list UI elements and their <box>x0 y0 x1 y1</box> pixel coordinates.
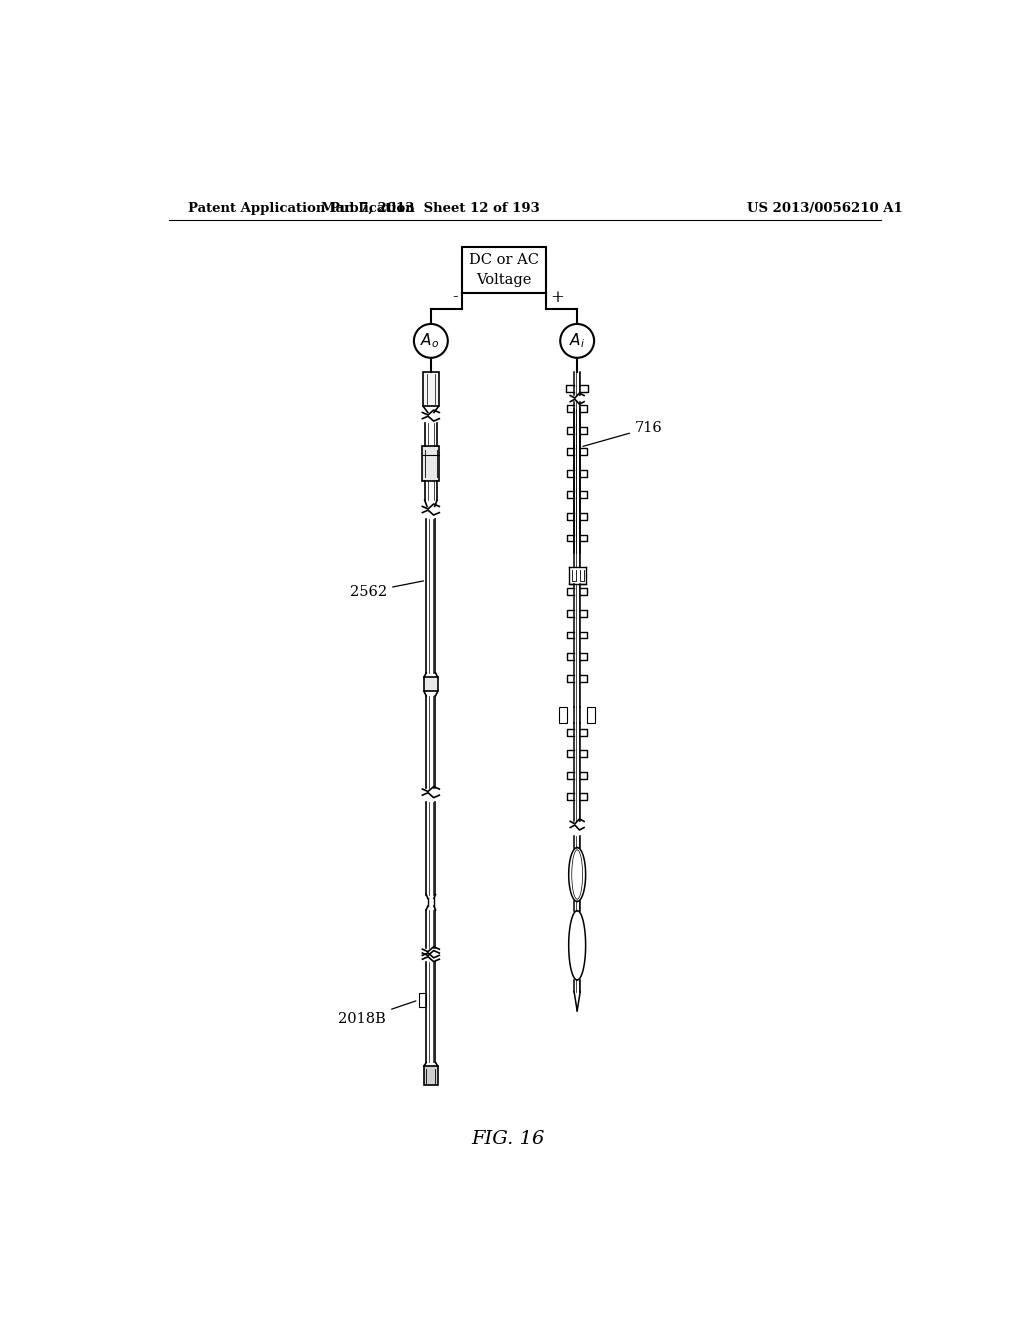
Text: FIG. 16: FIG. 16 <box>471 1130 545 1148</box>
Text: $A_i$: $A_i$ <box>569 331 586 350</box>
Bar <box>587 708 595 723</box>
Text: 716: 716 <box>583 421 663 446</box>
Bar <box>423 372 438 407</box>
Text: -: - <box>453 289 458 305</box>
Text: $A_o$: $A_o$ <box>421 331 439 350</box>
Text: Mar. 7, 2013  Sheet 12 of 193: Mar. 7, 2013 Sheet 12 of 193 <box>322 202 541 215</box>
Text: 2562: 2562 <box>350 581 424 599</box>
Text: Patent Application Publication: Patent Application Publication <box>188 202 415 215</box>
Text: DC or AC
Voltage: DC or AC Voltage <box>469 253 539 286</box>
Bar <box>424 677 438 692</box>
Bar <box>422 446 439 480</box>
Text: 2018B: 2018B <box>339 1001 416 1026</box>
Text: US 2013/0056210 A1: US 2013/0056210 A1 <box>746 202 902 215</box>
Bar <box>424 1067 438 1085</box>
Bar <box>419 993 426 1007</box>
Text: +: + <box>550 289 564 305</box>
Bar <box>462 247 547 293</box>
Bar <box>559 708 567 723</box>
